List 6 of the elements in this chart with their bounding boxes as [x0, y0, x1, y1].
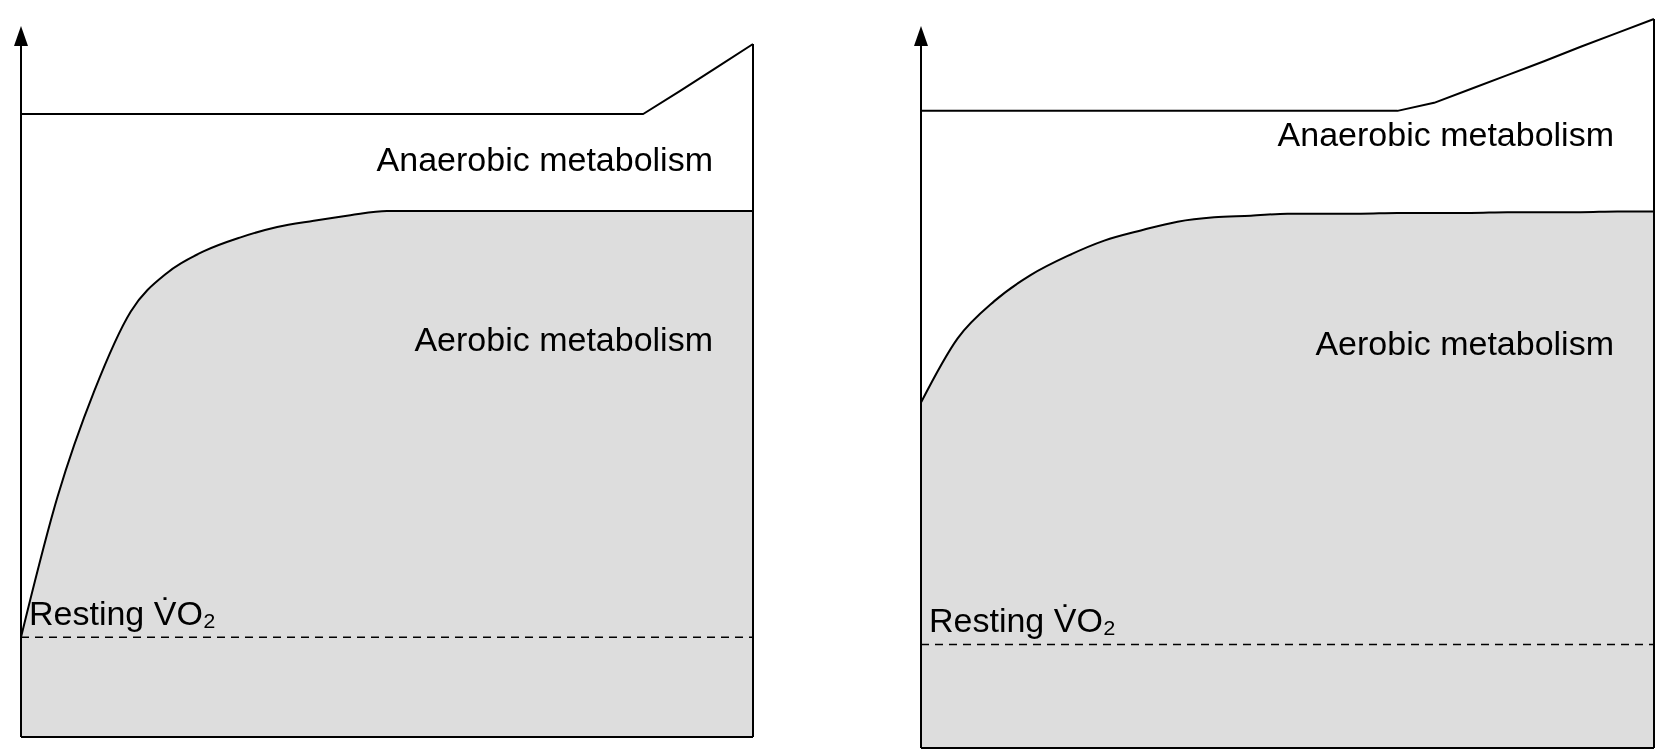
ref-line-label: Resting V̇O₂ [29, 594, 217, 633]
annotation: Aerobic metabolism [1315, 323, 1614, 362]
annotation: Anaerobic metabolism [1277, 114, 1614, 153]
annotation: Aerobic metabolism [414, 320, 713, 359]
ref-line-label: Resting V̇O₂ [929, 601, 1117, 640]
annotation: Anaerobic metabolism [376, 140, 713, 179]
